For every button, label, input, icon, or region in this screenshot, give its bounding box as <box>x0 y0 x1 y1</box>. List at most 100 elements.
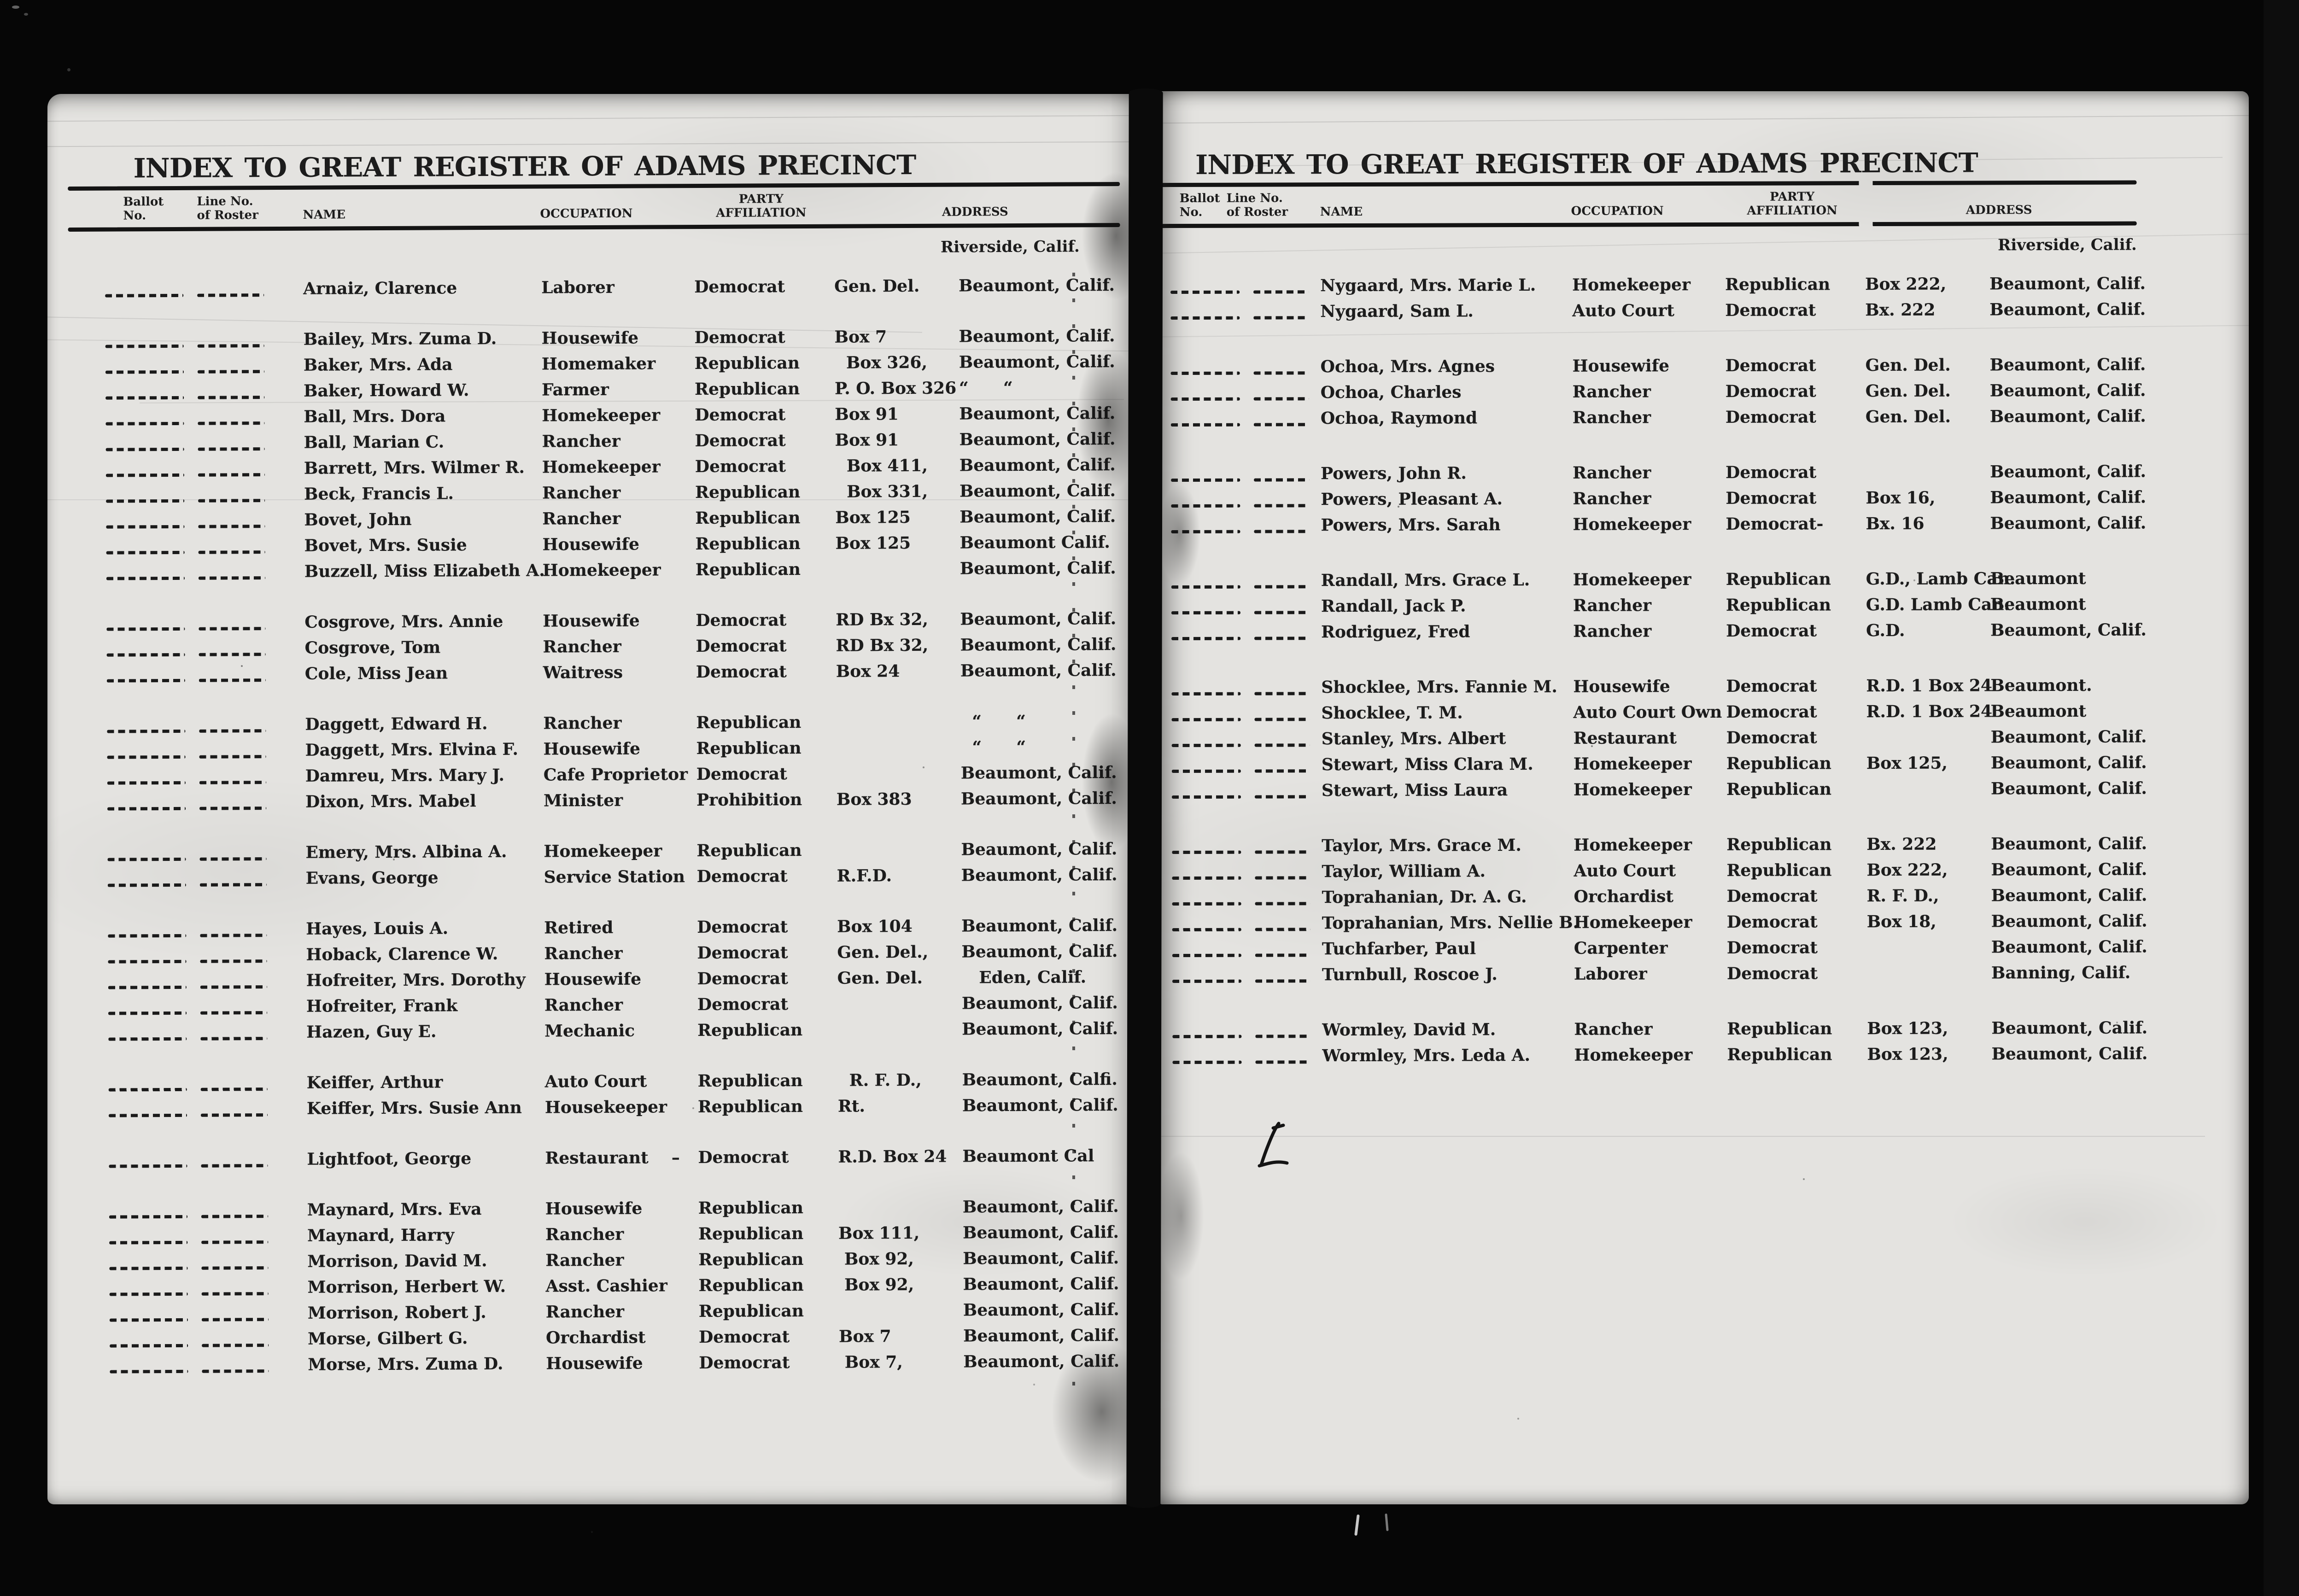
ballot-leader-line <box>1170 397 1240 401</box>
cell-address-city: Beaumont, Calif. <box>960 609 1117 629</box>
cell-name: Lightfoot, George <box>307 1149 472 1169</box>
roster-leader-line <box>1255 850 1310 854</box>
cell-name: Bailey, Mrs. Zuma D. <box>303 329 497 350</box>
ballot-leader-line <box>109 1266 188 1270</box>
cell-name: Ball, Marian C. <box>304 432 445 453</box>
roster-leader-line <box>1254 795 1310 799</box>
cell-occupation: Homekeeper <box>542 405 661 426</box>
ballot-leader-line <box>110 1369 188 1374</box>
register-row: Bovet, John Rancher Republican Box 125 Beaum… <box>69 503 1121 534</box>
cell-name: Maynard, Harry <box>307 1225 455 1246</box>
roster-leader-line <box>1254 743 1310 747</box>
cell-address-city: Beaumont, Calif. <box>963 1274 1119 1294</box>
cell-address-box: G.D. <box>1866 621 1905 641</box>
roster-leader-line <box>201 1266 269 1270</box>
cell-occupation: Carpenter <box>1574 938 1668 959</box>
roster-leader-line <box>1255 979 1311 983</box>
cell-party: Republican <box>698 1250 804 1270</box>
ballot-leader-line <box>106 550 185 555</box>
ballot-leader-line <box>107 883 186 887</box>
cell-occupation: Housewife <box>543 739 641 759</box>
cell-party: Democrat <box>1726 621 1817 641</box>
cell-address-box: R.D. Box 24 <box>838 1146 947 1167</box>
ballot-leader-line <box>1170 290 1240 294</box>
cell-address-city: Beaumont, Calif. <box>1990 778 2147 799</box>
group-gap <box>1162 536 2138 568</box>
group-gap <box>71 1041 1123 1071</box>
column-header-occupation: OCCUPATION <box>540 206 633 221</box>
roster-leader-line <box>199 626 266 631</box>
cell-occupation: Homekeeper <box>542 457 661 477</box>
ballot-leader-line <box>109 1164 187 1168</box>
cell-address-box: Box 18, <box>1866 912 1936 932</box>
register-row: Ochoa, Raymond Rancher Democrat Gen. Del. Be… <box>1162 403 2146 432</box>
cell-party: Republican <box>695 508 801 528</box>
ballot-leader-line <box>108 1011 187 1015</box>
roster-leader-line <box>1254 504 1310 508</box>
cell-occupation: Laborer <box>541 278 614 298</box>
cell-occupation: Farmer <box>542 380 609 400</box>
cell-address-box: Box 92, <box>838 1249 914 1269</box>
group-gap <box>70 581 1122 610</box>
cell-occupation: Housekeeper <box>544 1097 667 1117</box>
cell-party: Republican <box>1726 860 1832 881</box>
register-row: Ball, Mrs. Dora Homekeeper Democrat Box 91 B… <box>69 400 1121 431</box>
roster-leader-line <box>199 883 267 887</box>
cell-occupation: Laborer <box>1574 964 1647 984</box>
cell-occupation: Rancher <box>545 1302 625 1322</box>
cell-name: Morrison, Herbert W. <box>307 1277 506 1298</box>
cell-party: Democrat <box>695 405 786 425</box>
ballot-leader-line <box>108 1037 187 1041</box>
cell-address-box: Box 123, <box>1867 1018 1948 1039</box>
ballot-leader-line <box>106 653 185 657</box>
cell-address-box: Box 326, <box>834 353 928 373</box>
ballot-leader-line <box>1171 795 1241 799</box>
cell-occupation: Retired <box>544 918 614 938</box>
cell-address-box: Box 24 <box>836 661 900 682</box>
cell-occupation: Homekeeper <box>1573 780 1692 800</box>
cell-address-city: Beaumont, Calif. <box>1991 834 2147 854</box>
roster-leader-line <box>200 1113 268 1117</box>
ballot-leader-line <box>106 678 185 683</box>
roster-leader-line <box>199 754 266 759</box>
register-row: Bovet, Mrs. Susie Housewife Republican Box … <box>69 529 1121 560</box>
cell-occupation: Rancher <box>1573 489 1651 509</box>
cell-address-box: Box 331, <box>835 482 928 502</box>
cell-name: Taylor, William A. <box>1322 861 1486 882</box>
cell-party: Republican <box>694 353 800 374</box>
cell-occupation: Orchardist <box>1574 887 1674 907</box>
cell-address-box: R. F. D., <box>837 1070 922 1091</box>
register-row: Cosgrove, Tom Rancher Democrat RD Bx 32, Bea… <box>70 631 1122 662</box>
group-gap <box>1162 429 2137 462</box>
cell-party: Republican <box>1726 754 1831 774</box>
cell-address-box <box>833 773 953 774</box>
cell-address-box <box>835 1207 954 1208</box>
cell-occupation: Rancher <box>545 1251 624 1270</box>
cell-address-city: Beaumont, Calif. <box>962 1019 1118 1039</box>
cell-name: Morse, Gilbert G. <box>308 1328 468 1349</box>
roster-leader-line <box>1255 1035 1311 1038</box>
cell-occupation: Homekeeper <box>1573 754 1692 774</box>
dust-specks <box>241 665 243 667</box>
roster-leader-line <box>1254 585 1310 589</box>
roster-leader-line <box>198 447 265 451</box>
cell-party: Democrat <box>1726 938 1818 958</box>
cell-party: Republican <box>697 1020 803 1041</box>
cell-address-city: Beaumont, Calif. <box>963 1248 1119 1269</box>
register-row: Daggett, Edward H. Rancher Republican “ “ <box>70 708 1122 738</box>
cell-party: Democrat <box>696 636 787 656</box>
ballot-leader-line <box>105 293 184 298</box>
cell-name: Keiffer, Mrs. Susie Ann <box>306 1098 522 1119</box>
roster-leader-line <box>1255 876 1310 880</box>
register-row: Wormley, David M. Rancher Republican Box 12… <box>1163 1015 2147 1044</box>
cell-address-city: Beaumont, Calif. <box>962 1197 1119 1217</box>
cell-name: Stewart, Miss Clara M. <box>1321 754 1533 775</box>
cell-party: Republican <box>1726 595 1831 615</box>
roster-leader-line <box>1254 530 1310 533</box>
roster-leader-line <box>199 780 266 784</box>
roster-leader-line <box>200 959 267 963</box>
cell-party: Democrat <box>699 1327 790 1347</box>
ballot-leader-line <box>109 1240 188 1245</box>
roster-leader-line <box>200 933 267 937</box>
